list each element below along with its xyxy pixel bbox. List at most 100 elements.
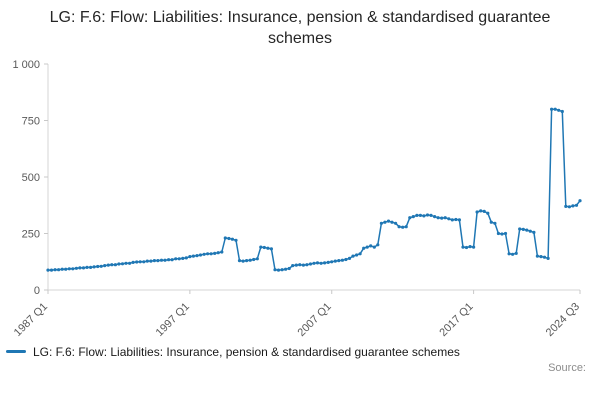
data-point bbox=[319, 261, 323, 265]
data-point bbox=[156, 258, 160, 262]
data-point bbox=[266, 246, 270, 250]
data-point bbox=[163, 258, 167, 262]
data-point bbox=[78, 265, 82, 270]
data-point bbox=[429, 213, 433, 217]
data-point bbox=[369, 243, 373, 248]
source-label: Source: bbox=[548, 361, 586, 374]
data-point bbox=[440, 216, 444, 220]
data-point bbox=[145, 259, 149, 263]
data-point bbox=[195, 253, 199, 257]
data-point bbox=[213, 251, 217, 255]
data-point bbox=[355, 252, 359, 257]
data-point bbox=[323, 260, 327, 265]
data-point bbox=[110, 262, 114, 266]
data-point bbox=[394, 221, 398, 225]
data-point bbox=[259, 245, 263, 249]
data-point bbox=[60, 267, 64, 271]
data-point bbox=[337, 258, 341, 262]
data-point bbox=[550, 107, 554, 111]
y-tick-label: 750 bbox=[22, 115, 40, 127]
data-point bbox=[113, 262, 117, 266]
legend: LG: F.6: Flow: Liabilities: Insurance, p… bbox=[0, 345, 600, 359]
data-point bbox=[159, 258, 164, 262]
data-point bbox=[64, 267, 68, 271]
data-point bbox=[482, 209, 486, 213]
data-point bbox=[315, 260, 320, 265]
data-point bbox=[269, 246, 273, 251]
legend-label: LG: F.6: Flow: Liabilities: Insurance, p… bbox=[33, 344, 460, 359]
data-point bbox=[202, 252, 206, 256]
data-point bbox=[528, 229, 532, 233]
data-point bbox=[510, 252, 515, 256]
data-point bbox=[411, 214, 415, 218]
data-point bbox=[191, 254, 195, 258]
data-point bbox=[298, 262, 302, 266]
data-point bbox=[198, 252, 203, 257]
data-point bbox=[284, 267, 288, 271]
data-point bbox=[564, 204, 568, 208]
data-point bbox=[546, 256, 550, 260]
data-point bbox=[308, 261, 313, 266]
data-point bbox=[333, 259, 337, 263]
x-tick-label: 1987 Q1 bbox=[12, 300, 50, 338]
data-point bbox=[81, 265, 86, 270]
data-point bbox=[532, 230, 536, 234]
data-point bbox=[383, 220, 387, 224]
data-point bbox=[574, 203, 579, 207]
data-point bbox=[276, 268, 281, 272]
data-point bbox=[252, 257, 256, 261]
data-point bbox=[365, 245, 369, 249]
data-point bbox=[131, 260, 135, 264]
data-point bbox=[461, 245, 465, 249]
data-point bbox=[248, 258, 252, 262]
data-point bbox=[138, 259, 142, 263]
data-point bbox=[340, 258, 344, 262]
data-point bbox=[379, 221, 383, 225]
data-point bbox=[344, 257, 348, 261]
data-point bbox=[128, 261, 132, 265]
data-point bbox=[372, 245, 376, 249]
data-point bbox=[71, 266, 75, 270]
data-point bbox=[362, 246, 366, 250]
data-point bbox=[49, 268, 54, 272]
data-point bbox=[255, 256, 259, 260]
data-point bbox=[496, 231, 500, 235]
data-point bbox=[237, 258, 242, 262]
data-point bbox=[188, 254, 192, 258]
data-point bbox=[223, 235, 227, 240]
y-tick-label: 500 bbox=[22, 172, 40, 184]
data-point bbox=[447, 216, 451, 220]
legend-line-swatch bbox=[6, 350, 26, 354]
data-point bbox=[330, 259, 334, 263]
data-point bbox=[560, 109, 564, 113]
data-point bbox=[521, 227, 525, 231]
data-point bbox=[571, 203, 575, 208]
data-point bbox=[553, 107, 557, 111]
data-point bbox=[209, 251, 213, 255]
data-point bbox=[408, 215, 412, 219]
data-point bbox=[312, 261, 316, 265]
data-point bbox=[99, 264, 103, 268]
data-point bbox=[390, 220, 394, 224]
data-point bbox=[117, 261, 121, 266]
y-tick-label: 1 000 bbox=[12, 59, 40, 71]
data-point bbox=[457, 217, 461, 222]
data-point bbox=[177, 256, 181, 260]
data-point bbox=[120, 261, 125, 265]
data-point bbox=[535, 254, 540, 258]
data-point bbox=[489, 220, 493, 224]
data-point bbox=[89, 265, 93, 269]
line-chart: 0 250 500 750 1 000 1987 Q1 1997 Q1 2007 Q1 2017… bbox=[12, 59, 582, 339]
data-point bbox=[57, 267, 61, 271]
data-point bbox=[567, 204, 572, 208]
data-point bbox=[436, 215, 440, 219]
data-point bbox=[376, 242, 380, 246]
data-point bbox=[280, 267, 284, 271]
data-point bbox=[503, 231, 508, 235]
data-point bbox=[542, 255, 547, 259]
data-point bbox=[475, 209, 479, 214]
data-point bbox=[450, 217, 454, 222]
data-point bbox=[454, 217, 458, 221]
data-point bbox=[216, 250, 220, 254]
data-point bbox=[92, 264, 96, 269]
